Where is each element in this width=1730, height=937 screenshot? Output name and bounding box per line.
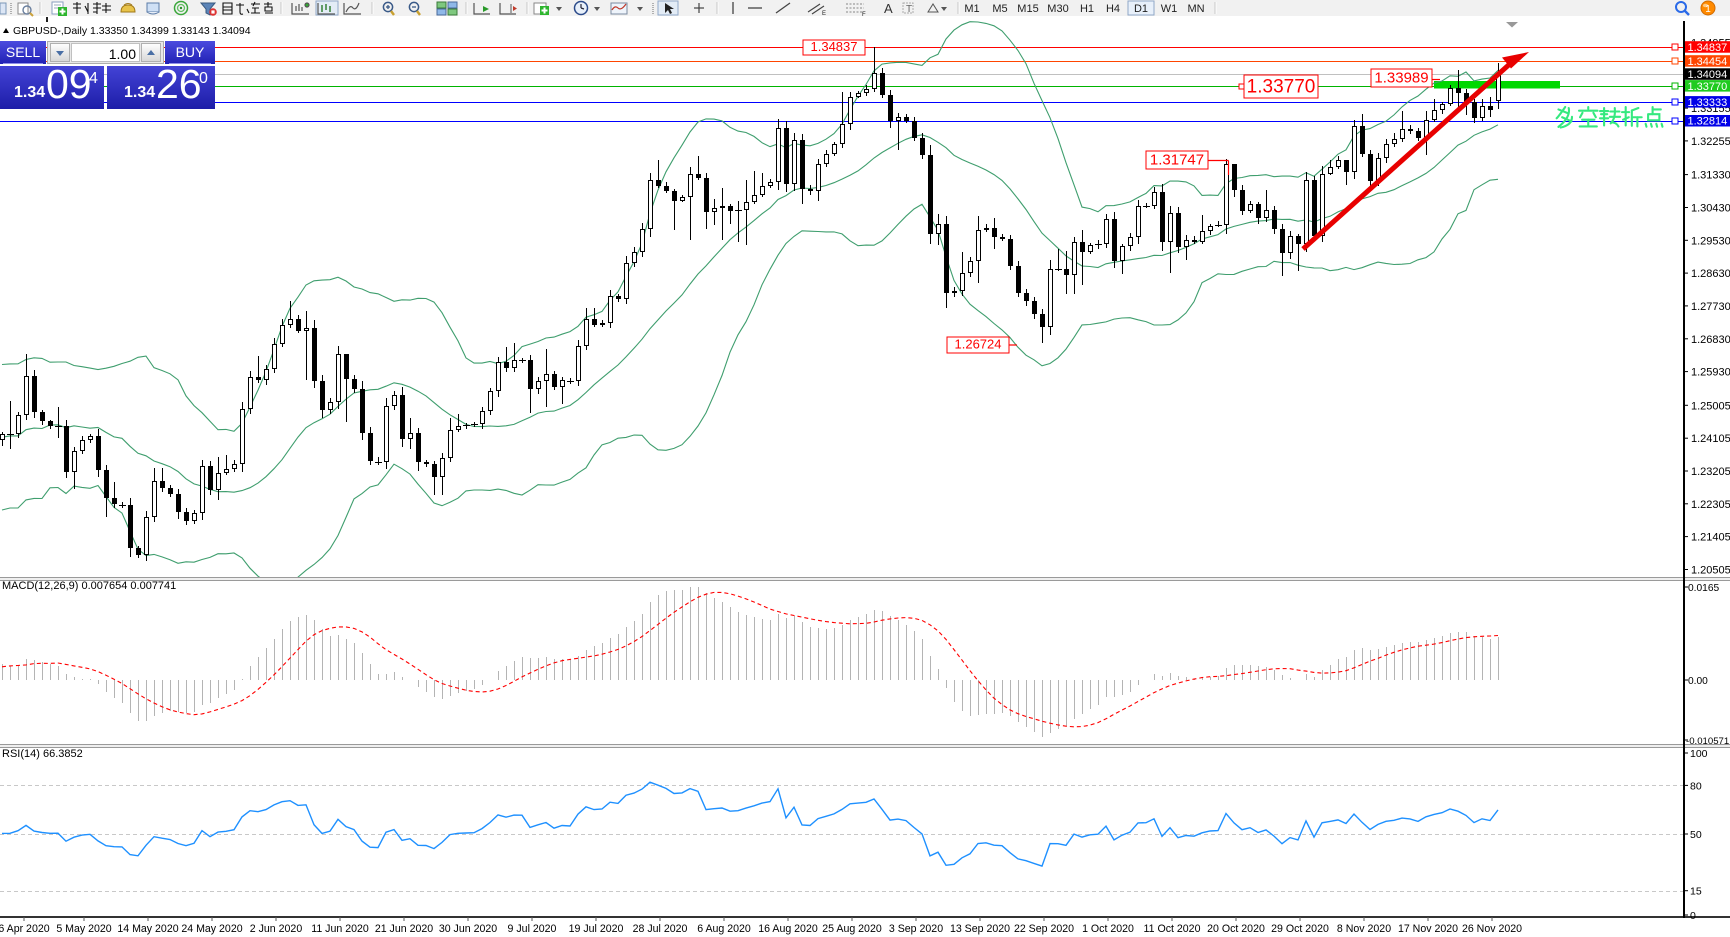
svg-text:1.34094: 1.34094 [1688,69,1728,81]
svg-text:80: 80 [1690,780,1702,792]
svg-text:1.32255: 1.32255 [1691,136,1730,148]
svg-text:50: 50 [1690,829,1702,841]
svg-text:M5: M5 [992,3,1007,15]
svg-text:13 Sep 2020: 13 Sep 2020 [950,923,1010,935]
svg-text:25 Aug 2020: 25 Aug 2020 [822,923,882,935]
svg-text:RSI(14) 66.3852: RSI(14) 66.3852 [2,748,83,760]
svg-text:1.20505: 1.20505 [1691,565,1730,577]
svg-text:8 Nov 2020: 8 Nov 2020 [1337,923,1391,935]
svg-text:11 Jun 2020: 11 Jun 2020 [311,923,369,935]
svg-text:100: 100 [1690,748,1708,760]
svg-text:1.33770: 1.33770 [1688,81,1728,93]
svg-text:16 Aug 2020: 16 Aug 2020 [758,923,818,935]
svg-text:1.33770: 1.33770 [1247,76,1316,97]
svg-text:3 Sep 2020: 3 Sep 2020 [889,923,943,935]
svg-text:1.31747: 1.31747 [1150,151,1204,168]
svg-text:1.34454: 1.34454 [1688,56,1728,68]
svg-text:1.25005: 1.25005 [1691,400,1730,412]
svg-text:1.32814: 1.32814 [1688,116,1728,128]
svg-text:T: T [906,4,912,15]
svg-text:1.33350 1.34399 1.33143 1.3409: 1.33350 1.34399 1.33143 1.34094 [90,25,251,37]
svg-text:1.33989: 1.33989 [1374,69,1428,86]
svg-text:1.30430: 1.30430 [1691,203,1730,215]
svg-text:1.34837: 1.34837 [1688,42,1728,54]
svg-text:GBPUSD-,Daily: GBPUSD-,Daily [13,25,88,37]
svg-text:15: 15 [1690,886,1702,898]
svg-text:1.27730: 1.27730 [1691,301,1730,313]
svg-text:6 Apr 2020: 6 Apr 2020 [0,923,50,935]
svg-text:1.29530: 1.29530 [1691,235,1730,247]
svg-text:1 Oct 2020: 1 Oct 2020 [1082,923,1134,935]
svg-text:22 Sep 2020: 22 Sep 2020 [1014,923,1074,935]
svg-text:0.00: 0.00 [1688,676,1708,687]
svg-text:1.26724: 1.26724 [955,337,1002,352]
svg-text:A: A [884,1,893,16]
svg-text:1.28630: 1.28630 [1691,268,1730,280]
svg-text:M15: M15 [1017,3,1038,15]
svg-text:17 Nov 2020: 17 Nov 2020 [1398,923,1458,935]
svg-text:H4: H4 [1106,3,1120,15]
svg-text:D1: D1 [1134,3,1148,15]
svg-text:1.23205: 1.23205 [1691,466,1730,478]
svg-text:1.24105: 1.24105 [1691,433,1730,445]
svg-text:1.34837: 1.34837 [811,39,858,54]
svg-text:E: E [822,11,826,17]
svg-text:29 Oct 2020: 29 Oct 2020 [1271,923,1329,935]
svg-text:24 May 2020: 24 May 2020 [181,923,242,935]
svg-text:0.0165: 0.0165 [1688,583,1719,594]
svg-text:MACD(12,26,9) 0.007654 0.00774: MACD(12,26,9) 0.007654 0.007741 [2,580,176,592]
svg-text:1.25930: 1.25930 [1691,367,1730,379]
svg-text:0: 0 [1690,910,1696,922]
svg-text:21 Jun 2020: 21 Jun 2020 [375,923,433,935]
svg-text:1.33333: 1.33333 [1688,97,1728,109]
svg-text:1: 1 [1705,4,1711,15]
svg-text:28 Jul 2020: 28 Jul 2020 [633,923,688,935]
svg-text:MN: MN [1187,3,1204,15]
svg-text:14 May 2020: 14 May 2020 [117,923,178,935]
svg-text:20 Oct 2020: 20 Oct 2020 [1207,923,1265,935]
svg-text:1.22305: 1.22305 [1691,499,1730,511]
svg-text:1.31330: 1.31330 [1691,170,1730,182]
svg-text:1.26830: 1.26830 [1691,334,1730,346]
svg-text:19 Jul 2020: 19 Jul 2020 [569,923,624,935]
svg-text:5 May 2020: 5 May 2020 [56,923,111,935]
svg-text:-0.010571: -0.010571 [1686,736,1729,747]
svg-text:M30: M30 [1047,3,1068,15]
svg-text:W1: W1 [1161,3,1178,15]
svg-text:2 Jun 2020: 2 Jun 2020 [250,923,303,935]
svg-text:H1: H1 [1080,3,1094,15]
svg-text:6 Aug 2020: 6 Aug 2020 [697,923,751,935]
svg-text:1.21405: 1.21405 [1691,532,1730,544]
svg-text:M1: M1 [964,3,979,15]
svg-text:30 Jun 2020: 30 Jun 2020 [439,923,497,935]
svg-text:9 Jul 2020: 9 Jul 2020 [508,923,557,935]
svg-text:26 Nov 2020: 26 Nov 2020 [1462,923,1522,935]
svg-text:F: F [862,12,866,18]
svg-text:11 Oct 2020: 11 Oct 2020 [1144,923,1201,935]
